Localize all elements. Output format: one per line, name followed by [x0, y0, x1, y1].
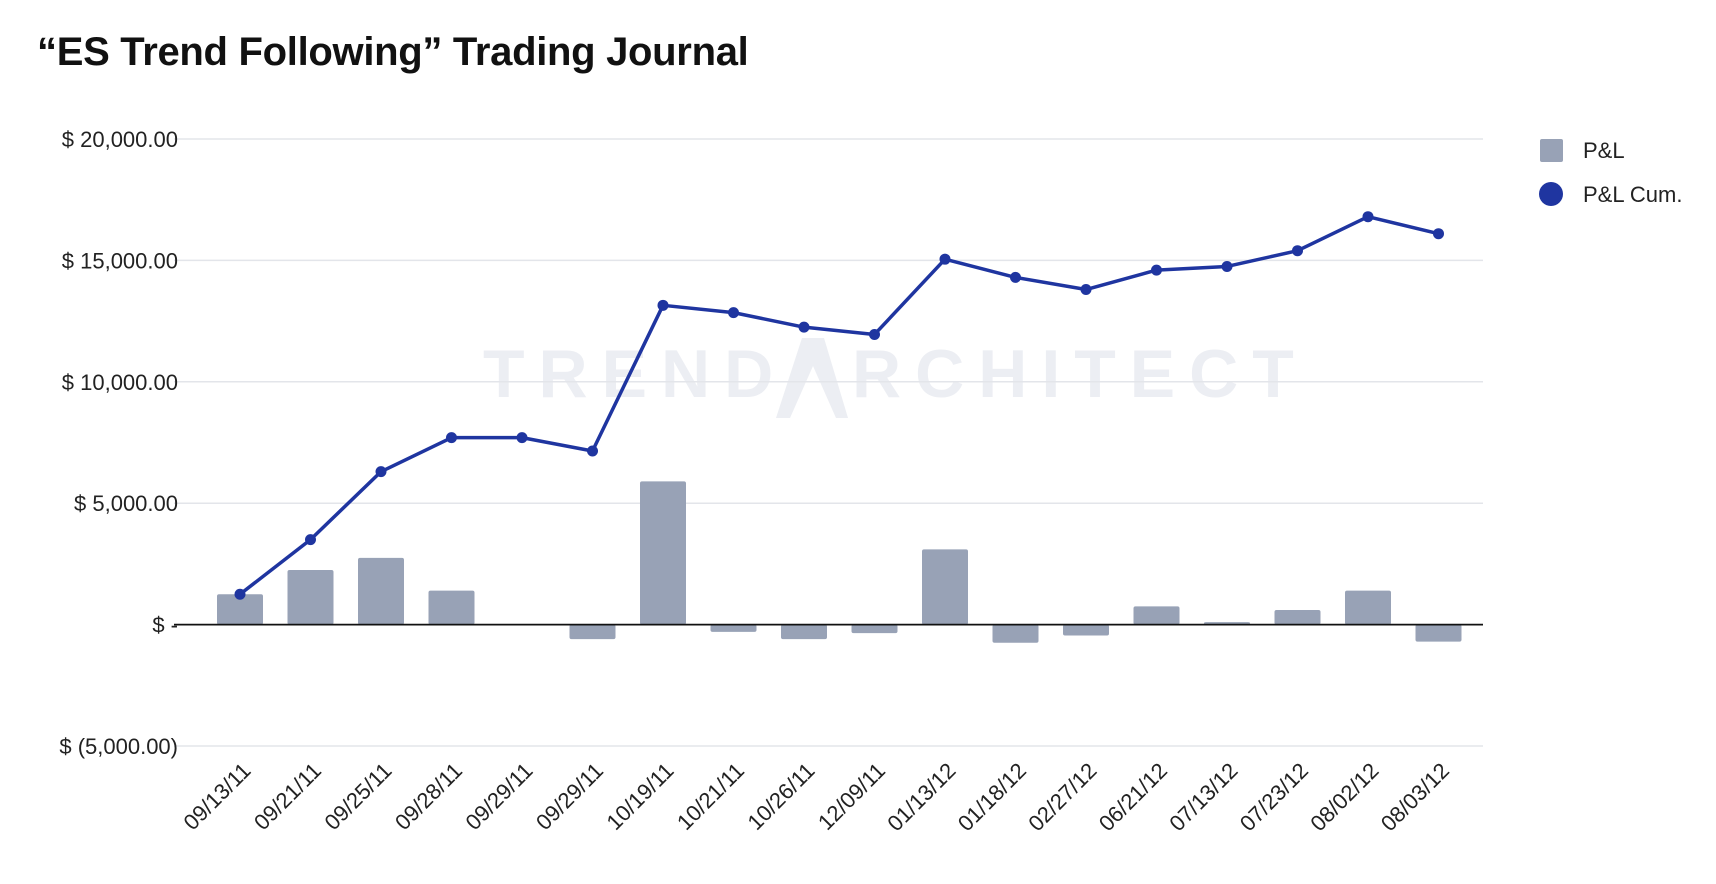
line-point	[1221, 260, 1233, 272]
bar-pl	[922, 549, 968, 625]
line-point	[728, 307, 739, 319]
y-axis-labels: $ 20,000.00 $ 15,000.00 $ 10,000.00 $ 5,000…	[59, 127, 178, 759]
line-point	[798, 321, 810, 333]
line-point	[234, 588, 246, 600]
bar-pl	[1274, 610, 1321, 625]
x-tick-label: 08/03/12	[1376, 758, 1454, 836]
watermark-text-left: TREND	[483, 336, 787, 412]
y-tick-label: $ 20,000.00	[62, 127, 178, 152]
bar-pl	[217, 594, 263, 625]
line-point	[1151, 264, 1162, 276]
x-tick-label: 07/13/12	[1164, 758, 1242, 836]
x-tick-label: 10/19/11	[601, 758, 678, 835]
x-tick-label: 07/23/12	[1235, 758, 1313, 836]
x-tick-label: 06/21/12	[1094, 758, 1172, 836]
bar-pl	[1063, 624, 1109, 636]
x-tick-label: 09/13/11	[178, 758, 255, 835]
y-tick-label: $ 5,000.00	[74, 491, 178, 516]
bar-pl	[358, 557, 404, 625]
bar-pl	[569, 624, 616, 640]
line-point	[516, 432, 528, 444]
x-axis-labels: 09/13/1109/21/1109/25/1109/28/1109/29/11…	[178, 758, 1454, 836]
x-tick-label: 02/27/12	[1023, 758, 1101, 836]
bar-pl	[640, 481, 686, 625]
line-point	[587, 445, 598, 457]
x-tick-label: 01/18/12	[953, 758, 1031, 836]
line-point	[1080, 284, 1092, 296]
line-series	[234, 211, 1444, 600]
watermark: TREND RCHITECT	[483, 336, 1308, 418]
legend: P&L P&L Cum.	[1539, 138, 1682, 207]
chart-title: “ES Trend Following” Trading Journal	[37, 30, 749, 74]
line-point	[305, 534, 316, 546]
legend-label-pl: P&L	[1583, 138, 1625, 163]
legend-label-pl-cum: P&L Cum.	[1583, 182, 1682, 207]
watermark-text-right: RCHITECT	[852, 336, 1308, 412]
y-tick-label: $ 10,000.00	[62, 370, 178, 395]
watermark-a-logo	[776, 338, 848, 418]
y-tick-label: $ -	[152, 613, 178, 638]
x-tick-label: 01/13/12	[882, 758, 960, 836]
bar-pl	[1133, 606, 1180, 625]
bar-pl	[992, 624, 1039, 643]
x-tick-label: 09/29/11	[460, 758, 537, 835]
x-tick-label: 09/25/11	[319, 758, 396, 835]
x-tick-label: 09/21/11	[249, 758, 326, 835]
bar-pl	[287, 569, 334, 625]
bar-pl	[781, 624, 827, 640]
x-tick-label: 10/21/11	[672, 758, 749, 835]
line-point	[1433, 228, 1444, 240]
y-tick-label: $ (5,000.00)	[59, 734, 178, 759]
line-point	[1010, 271, 1021, 283]
line-point	[1292, 245, 1303, 257]
bar-series	[217, 481, 1462, 643]
x-tick-label: 08/02/12	[1305, 758, 1383, 836]
grid-lines	[174, 138, 1483, 747]
x-tick-label: 12/09/11	[813, 758, 890, 835]
line-point	[375, 466, 387, 478]
x-tick-label: 10/26/11	[742, 758, 819, 835]
bar-pl	[428, 590, 475, 625]
bar-pl	[1415, 624, 1462, 642]
x-tick-label: 09/28/11	[390, 758, 467, 835]
line-point	[1362, 211, 1374, 223]
legend-swatch-pl-cum	[1539, 182, 1563, 206]
legend-swatch-pl	[1540, 139, 1563, 162]
line-point	[657, 299, 669, 311]
bar-pl	[851, 624, 898, 634]
bar-pl	[710, 624, 757, 632]
y-tick-label: $ 15,000.00	[62, 248, 178, 273]
line-point	[939, 253, 951, 265]
line-point	[446, 432, 457, 444]
x-tick-label: 09/29/11	[531, 758, 608, 835]
bar-pl	[1345, 590, 1391, 625]
line-pl-cum	[238, 214, 1441, 596]
line-point	[869, 328, 880, 340]
